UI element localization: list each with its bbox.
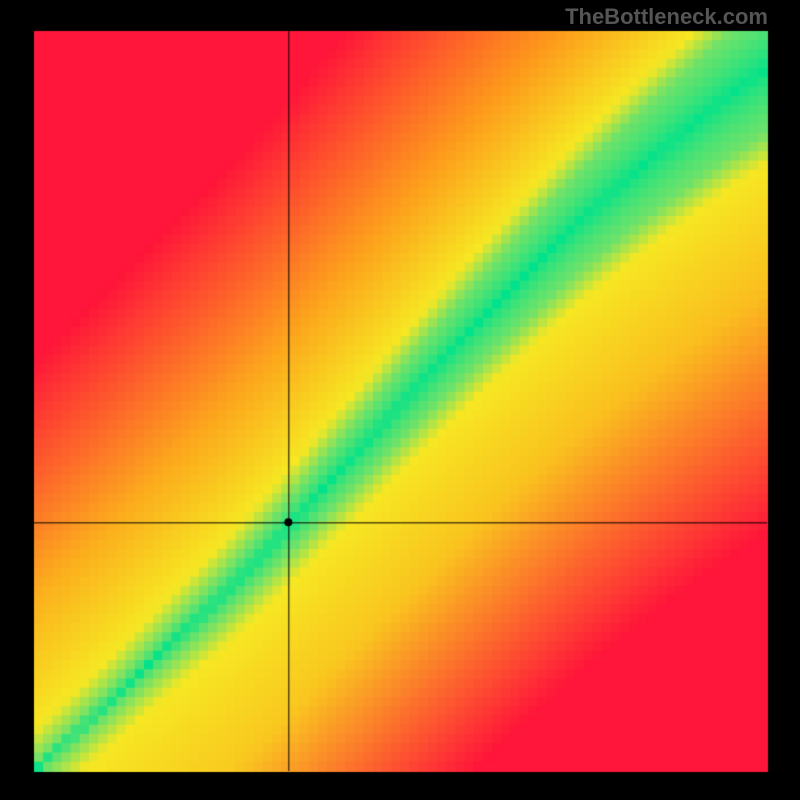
bottleneck-heatmap bbox=[0, 0, 800, 800]
watermark-text: TheBottleneck.com bbox=[565, 4, 768, 30]
chart-container: TheBottleneck.com bbox=[0, 0, 800, 800]
